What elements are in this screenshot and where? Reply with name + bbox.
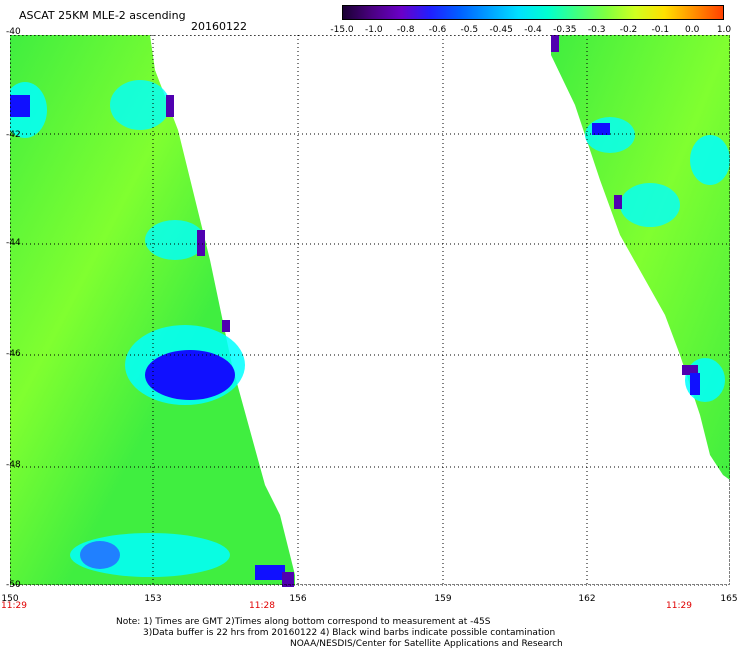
lat-tick-label: -46 — [6, 349, 21, 359]
data-patch — [80, 541, 120, 569]
data-patch — [682, 365, 698, 375]
colorbar-tick-label: -0.5 — [460, 25, 479, 35]
lat-tick-label: -48 — [6, 460, 21, 470]
data-patch — [166, 95, 174, 117]
lat-tick-label: -44 — [6, 238, 21, 248]
data-patch — [10, 95, 30, 117]
data-patch — [110, 80, 170, 130]
footnote-line-3: NOAA/NESDIS/Center for Satellite Applica… — [290, 639, 563, 649]
data-patch — [255, 565, 285, 580]
footnote-line-1: Note: 1) Times are GMT 2)Times along bot… — [116, 617, 491, 627]
data-patch — [614, 195, 622, 209]
lat-tick-label: -40 — [6, 27, 21, 37]
data-patch — [145, 350, 235, 400]
colorbar-tick-label: -0.4 — [524, 25, 542, 35]
colorbar-tick-label: -0.3 — [587, 25, 606, 35]
left-swath — [10, 35, 295, 585]
lat-tick-label: -50 — [6, 580, 21, 590]
colorbar-tick-label: -0.35 — [553, 25, 577, 35]
colorbar-tick-label: -0.8 — [396, 25, 415, 35]
time-label-right: 11:29 — [666, 601, 692, 611]
lon-tick-label: 156 — [289, 594, 307, 604]
colorbar-tick-label: -1.0 — [365, 25, 383, 35]
colorbar-labels: -15.0 -1.0 -0.8 -0.6 -0.5 -0.45 -0.4 -0.35 -0.3 -… — [330, 25, 740, 37]
colorbar-tick-label: 1.0 — [716, 25, 732, 35]
lat-tick-label: -42 — [6, 130, 21, 140]
lon-tick-label: 159 — [434, 594, 452, 604]
map-plot — [10, 35, 730, 587]
lon-tick-label: 150 — [1, 594, 19, 604]
data-patch — [592, 123, 610, 135]
right-swath — [551, 35, 730, 480]
data-patch — [197, 230, 205, 256]
data-patch — [145, 220, 205, 260]
data-patch — [690, 135, 730, 185]
colorbar-tick-label: -0.2 — [619, 25, 638, 35]
data-patch — [551, 35, 559, 52]
footnote-line-2: 3)Data buffer is 22 hrs from 20160122 4)… — [143, 628, 556, 638]
colorbar-tick-label: -0.45 — [489, 25, 513, 35]
colorbar-tick-label: -0.6 — [428, 25, 447, 35]
data-patch — [282, 572, 294, 587]
colorbar-tick-label: -0.1 — [651, 25, 670, 35]
colorbar-tick-label: -15.0 — [330, 25, 354, 35]
time-label-mid: 11:28 — [249, 601, 275, 611]
colorbar-tick-label: 0.0 — [684, 25, 700, 35]
time-label-left: 11:29 — [1, 601, 27, 611]
data-patch — [690, 373, 700, 395]
data-patch — [620, 183, 680, 227]
lon-tick-label: 165 — [720, 594, 738, 604]
lon-tick-label: 162 — [578, 594, 596, 604]
data-patch — [222, 320, 230, 332]
lon-tick-label: 153 — [144, 594, 162, 604]
map-title: ASCAT 25KM MLE-2 ascending — [19, 9, 186, 22]
map-date: 20160122 — [191, 20, 247, 33]
colorbar — [342, 5, 724, 20]
